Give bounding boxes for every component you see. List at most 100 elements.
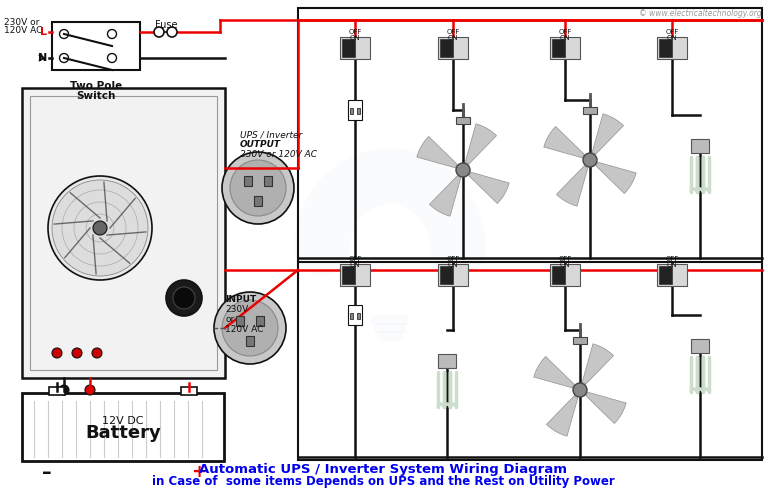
Text: OFF: OFF xyxy=(349,29,362,35)
Text: Switch: Switch xyxy=(76,91,116,101)
Bar xyxy=(456,117,470,124)
Bar xyxy=(22,88,225,378)
Text: Battery: Battery xyxy=(85,424,161,442)
Text: –: – xyxy=(42,463,51,482)
Text: 120V AC: 120V AC xyxy=(4,26,42,35)
Polygon shape xyxy=(596,162,636,194)
Polygon shape xyxy=(547,396,578,436)
Text: N: N xyxy=(38,53,47,63)
Text: ON: ON xyxy=(448,262,458,268)
Bar xyxy=(264,176,272,186)
Circle shape xyxy=(230,160,286,216)
Bar xyxy=(340,264,370,286)
Circle shape xyxy=(52,180,148,276)
Polygon shape xyxy=(586,392,626,424)
Text: Two Pole: Two Pole xyxy=(70,81,122,91)
Bar xyxy=(440,39,453,57)
Circle shape xyxy=(173,287,195,309)
Circle shape xyxy=(583,153,597,167)
Text: Automatic UPS / Inverter System Wiring Diagram: Automatic UPS / Inverter System Wiring D… xyxy=(199,462,567,476)
Polygon shape xyxy=(592,114,624,154)
Bar xyxy=(49,387,65,395)
Text: 230V or: 230V or xyxy=(4,18,39,27)
Bar xyxy=(357,313,360,319)
Text: in Case of  some items Depends on UPS and the Rest on Utility Power: in Case of some items Depends on UPS and… xyxy=(151,476,614,489)
Text: 120V AC: 120V AC xyxy=(225,325,263,334)
Bar xyxy=(573,337,587,344)
Bar xyxy=(552,39,565,57)
Bar xyxy=(440,266,453,284)
Bar xyxy=(236,316,244,326)
Bar xyxy=(550,37,580,59)
Polygon shape xyxy=(534,356,574,388)
Bar xyxy=(348,100,362,120)
Bar xyxy=(438,37,468,59)
Bar xyxy=(691,139,709,153)
Bar xyxy=(350,108,353,114)
Bar xyxy=(438,354,456,368)
Bar xyxy=(438,264,468,286)
Circle shape xyxy=(214,292,286,364)
Text: ON: ON xyxy=(667,35,677,41)
Text: +: + xyxy=(191,463,207,481)
Bar xyxy=(657,264,687,286)
Text: OFF: OFF xyxy=(665,256,679,262)
Text: ON: ON xyxy=(349,262,360,268)
Bar xyxy=(583,107,597,114)
Circle shape xyxy=(52,348,62,358)
Circle shape xyxy=(222,300,278,356)
Text: OFF: OFF xyxy=(446,29,460,35)
Bar xyxy=(30,96,217,370)
Bar xyxy=(691,339,709,353)
Bar xyxy=(342,266,355,284)
Bar xyxy=(348,305,362,325)
Circle shape xyxy=(85,385,95,395)
Circle shape xyxy=(48,176,152,280)
Text: OFF: OFF xyxy=(558,256,571,262)
Circle shape xyxy=(92,348,102,358)
Circle shape xyxy=(59,30,68,39)
Bar xyxy=(550,264,580,286)
Text: ON: ON xyxy=(667,262,677,268)
Text: 230V: 230V xyxy=(225,305,248,314)
Text: Fuse: Fuse xyxy=(154,20,177,30)
Text: ON: ON xyxy=(349,35,360,41)
Polygon shape xyxy=(465,124,497,164)
Polygon shape xyxy=(468,172,509,203)
Circle shape xyxy=(108,30,117,39)
Text: OFF: OFF xyxy=(558,29,571,35)
Circle shape xyxy=(154,27,164,37)
Circle shape xyxy=(456,163,470,177)
Bar xyxy=(340,37,370,59)
Text: UPS / Inverter: UPS / Inverter xyxy=(240,130,303,139)
Bar xyxy=(342,39,355,57)
Bar xyxy=(254,196,262,206)
Bar xyxy=(298,8,762,460)
Polygon shape xyxy=(582,344,614,384)
Circle shape xyxy=(59,53,68,62)
Text: OFF: OFF xyxy=(446,256,460,262)
Bar xyxy=(357,108,360,114)
Polygon shape xyxy=(429,176,461,216)
Circle shape xyxy=(222,152,294,224)
Bar xyxy=(552,266,565,284)
Bar xyxy=(181,387,197,395)
Bar xyxy=(52,22,140,70)
Bar xyxy=(246,336,254,346)
Text: 12V DC: 12V DC xyxy=(102,416,144,426)
Circle shape xyxy=(72,348,82,358)
Bar xyxy=(659,266,672,284)
Text: 230V or 120V AC: 230V or 120V AC xyxy=(240,150,317,159)
Text: ON: ON xyxy=(448,35,458,41)
Text: or: or xyxy=(225,315,234,324)
Text: ON: ON xyxy=(560,262,571,268)
Polygon shape xyxy=(417,137,457,168)
Circle shape xyxy=(167,27,177,37)
Text: OFF: OFF xyxy=(349,256,362,262)
Text: OUTPUT: OUTPUT xyxy=(240,140,281,149)
Text: OFF: OFF xyxy=(665,29,679,35)
Circle shape xyxy=(59,385,69,395)
Circle shape xyxy=(573,383,587,397)
Bar xyxy=(22,393,224,461)
Bar xyxy=(350,313,353,319)
